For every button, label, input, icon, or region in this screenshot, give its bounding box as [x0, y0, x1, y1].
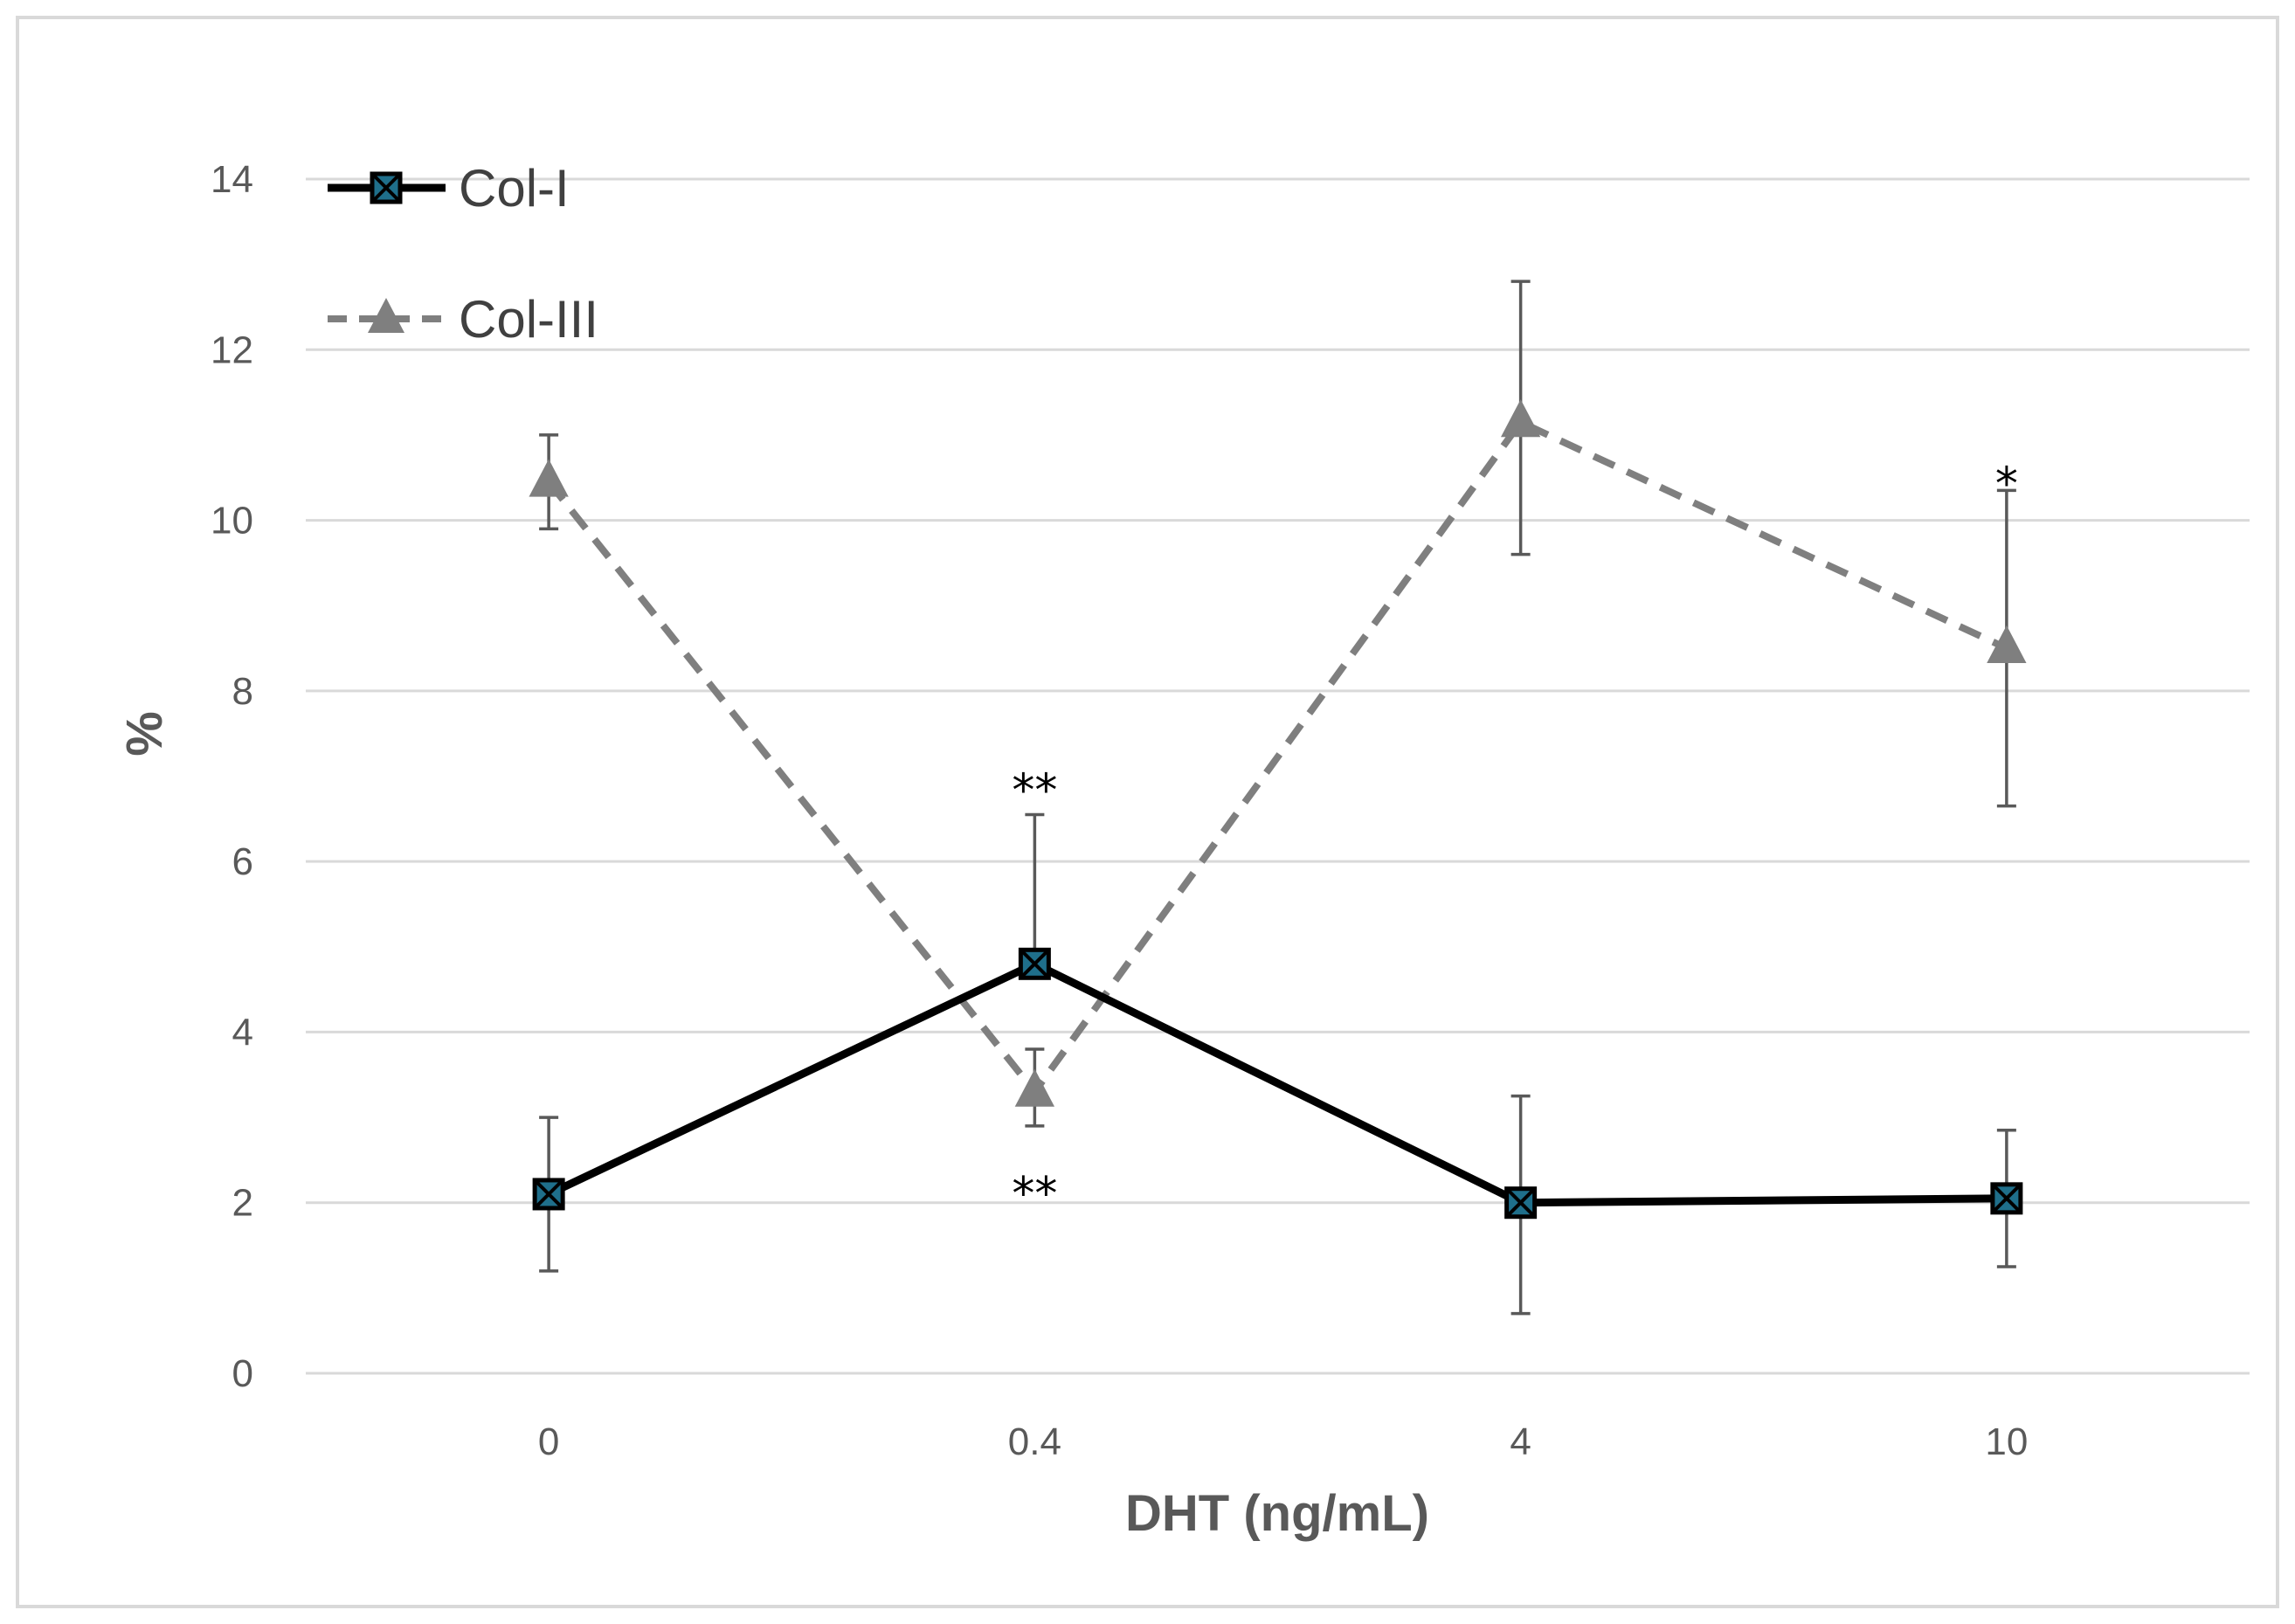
x-axis-ticks: 0 0.4 4 10 — [538, 1420, 2028, 1463]
y-axis-title: % — [116, 711, 173, 757]
data-point-col-i — [1504, 1186, 1538, 1220]
data-point-col-i — [1990, 1182, 2023, 1215]
x-tick-label: 10 — [1985, 1420, 2028, 1463]
marker-cross — [533, 1178, 564, 1210]
legend-item-col-i: Col-I — [328, 159, 570, 218]
series-col-i: ** — [532, 764, 2023, 1316]
gridlines — [306, 177, 2250, 1375]
series-line-col-iii — [545, 418, 2008, 1095]
series-layer: ***** — [529, 280, 2027, 1316]
data-point-col-iii — [529, 459, 569, 497]
y-tick-label: 10 — [211, 500, 253, 542]
significance-label: ** — [1012, 764, 1057, 817]
y-tick-label: 14 — [211, 158, 253, 201]
significance-label: ** — [1012, 1168, 1057, 1220]
marker-cross — [1991, 1183, 2022, 1214]
x-tick-label: 0 — [538, 1420, 559, 1463]
x-axis-title: DHT (ng/mL) — [1125, 1485, 1429, 1542]
legend-label: Col-I — [459, 159, 570, 218]
data-point-col-iii — [1500, 399, 1541, 438]
y-tick-label: 8 — [232, 670, 253, 713]
marker-cross — [1505, 1187, 1537, 1219]
legend-marker — [368, 298, 404, 333]
y-tick-label: 2 — [232, 1182, 253, 1225]
data-point-col-iii — [1987, 625, 2027, 664]
x-tick-label: 0.4 — [1008, 1420, 1061, 1463]
x-tick-label: 4 — [1510, 1420, 1531, 1463]
y-tick-label: 12 — [211, 328, 253, 371]
data-point-col-i — [1018, 947, 1051, 980]
marker-cross — [1019, 948, 1050, 979]
y-tick-label: 4 — [232, 1011, 253, 1054]
y-axis-ticks: 0 2 4 6 8 10 12 14 — [211, 158, 253, 1395]
legend: Col-I Col-III — [328, 159, 598, 349]
data-point-col-i — [532, 1178, 565, 1211]
data-point-col-iii — [1014, 1068, 1055, 1107]
series-line-col-i — [547, 959, 2007, 1207]
chart-border — [16, 16, 2279, 1608]
significance-label: * — [1995, 458, 2018, 510]
y-tick-label: 0 — [232, 1352, 253, 1395]
series-col-iii: *** — [529, 280, 2027, 1220]
legend-label: Col-III — [459, 290, 598, 349]
legend-marker-cross — [370, 172, 402, 204]
y-tick-label: 6 — [232, 840, 253, 883]
legend-item-col-iii: Col-III — [328, 290, 598, 349]
